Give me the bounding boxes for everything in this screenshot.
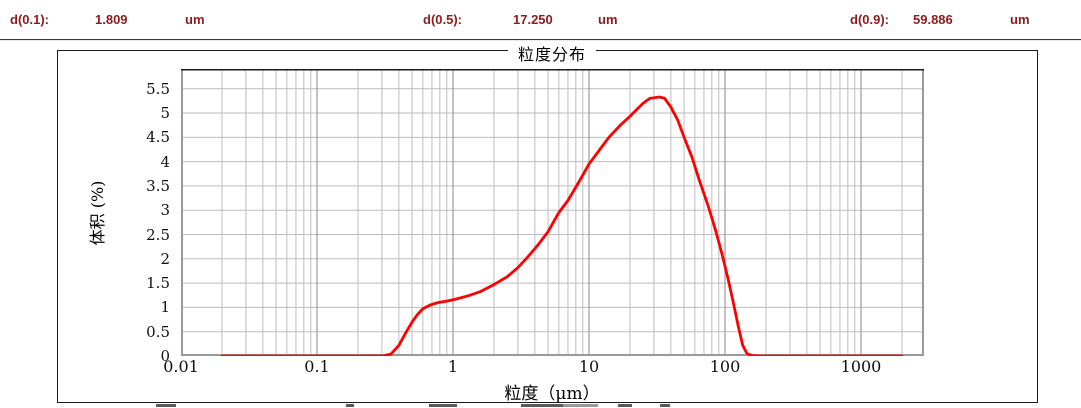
chart-container: 粒度分布 0 0.5 1 1.5 2 2.5 3 3.5 4 4.5 5 5.5 0.01 0.1 1 10… bbox=[57, 45, 1038, 404]
d09-value: 59.886 bbox=[913, 12, 953, 27]
d05-value: 17.250 bbox=[513, 12, 553, 27]
x-tick-label: 1000 bbox=[840, 357, 882, 376]
y-tick-label: 0.5 bbox=[146, 322, 170, 341]
y-axis-title: 体积 (%) bbox=[88, 180, 107, 246]
chart-title: 粒度分布 bbox=[507, 45, 597, 65]
plot-area bbox=[180, 69, 924, 358]
x-axis-title: 粒度（μm） bbox=[504, 384, 600, 404]
y-tick-label: 1 bbox=[160, 298, 170, 317]
y-tick-label: 2 bbox=[160, 249, 170, 268]
x-tick-label: 0.01 bbox=[163, 357, 199, 376]
y-tick-label: 4 bbox=[160, 152, 170, 171]
d09-label: d(0.9): bbox=[850, 12, 889, 27]
x-tick-label: 0.1 bbox=[304, 357, 330, 376]
y-tick-label: 0 bbox=[160, 347, 170, 365]
d01-unit: um bbox=[185, 12, 205, 27]
x-tick-label: 1 bbox=[447, 357, 459, 376]
y-tick-label: 3.5 bbox=[146, 176, 170, 195]
d01-label: d(0.1): bbox=[10, 12, 49, 27]
header-divider bbox=[0, 39, 1081, 41]
y-tick-label: 3 bbox=[160, 201, 170, 220]
d01-value: 1.809 bbox=[95, 12, 128, 27]
d05-unit: um bbox=[598, 12, 618, 27]
y-tick-label: 5.5 bbox=[146, 79, 170, 98]
y-tick-label: 1.5 bbox=[146, 274, 170, 293]
next-section-clipped-text bbox=[58, 403, 1036, 408]
d05-label: d(0.5): bbox=[423, 12, 462, 27]
distribution-curve-plot bbox=[180, 69, 924, 358]
x-tick-label: 100 bbox=[709, 357, 741, 376]
volume-distribution-curve bbox=[220, 95, 904, 358]
y-tick-label: 2.5 bbox=[146, 225, 170, 244]
x-tick-label: 10 bbox=[578, 357, 600, 376]
y-tick-label: 4.5 bbox=[146, 128, 170, 147]
y-tick-label: 5 bbox=[160, 104, 170, 123]
d09-unit: um bbox=[1010, 12, 1030, 27]
